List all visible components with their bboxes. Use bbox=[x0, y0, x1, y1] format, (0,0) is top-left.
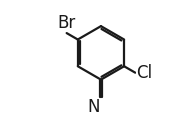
Text: N: N bbox=[88, 98, 100, 116]
Text: Br: Br bbox=[58, 14, 76, 32]
Text: Cl: Cl bbox=[136, 64, 152, 82]
